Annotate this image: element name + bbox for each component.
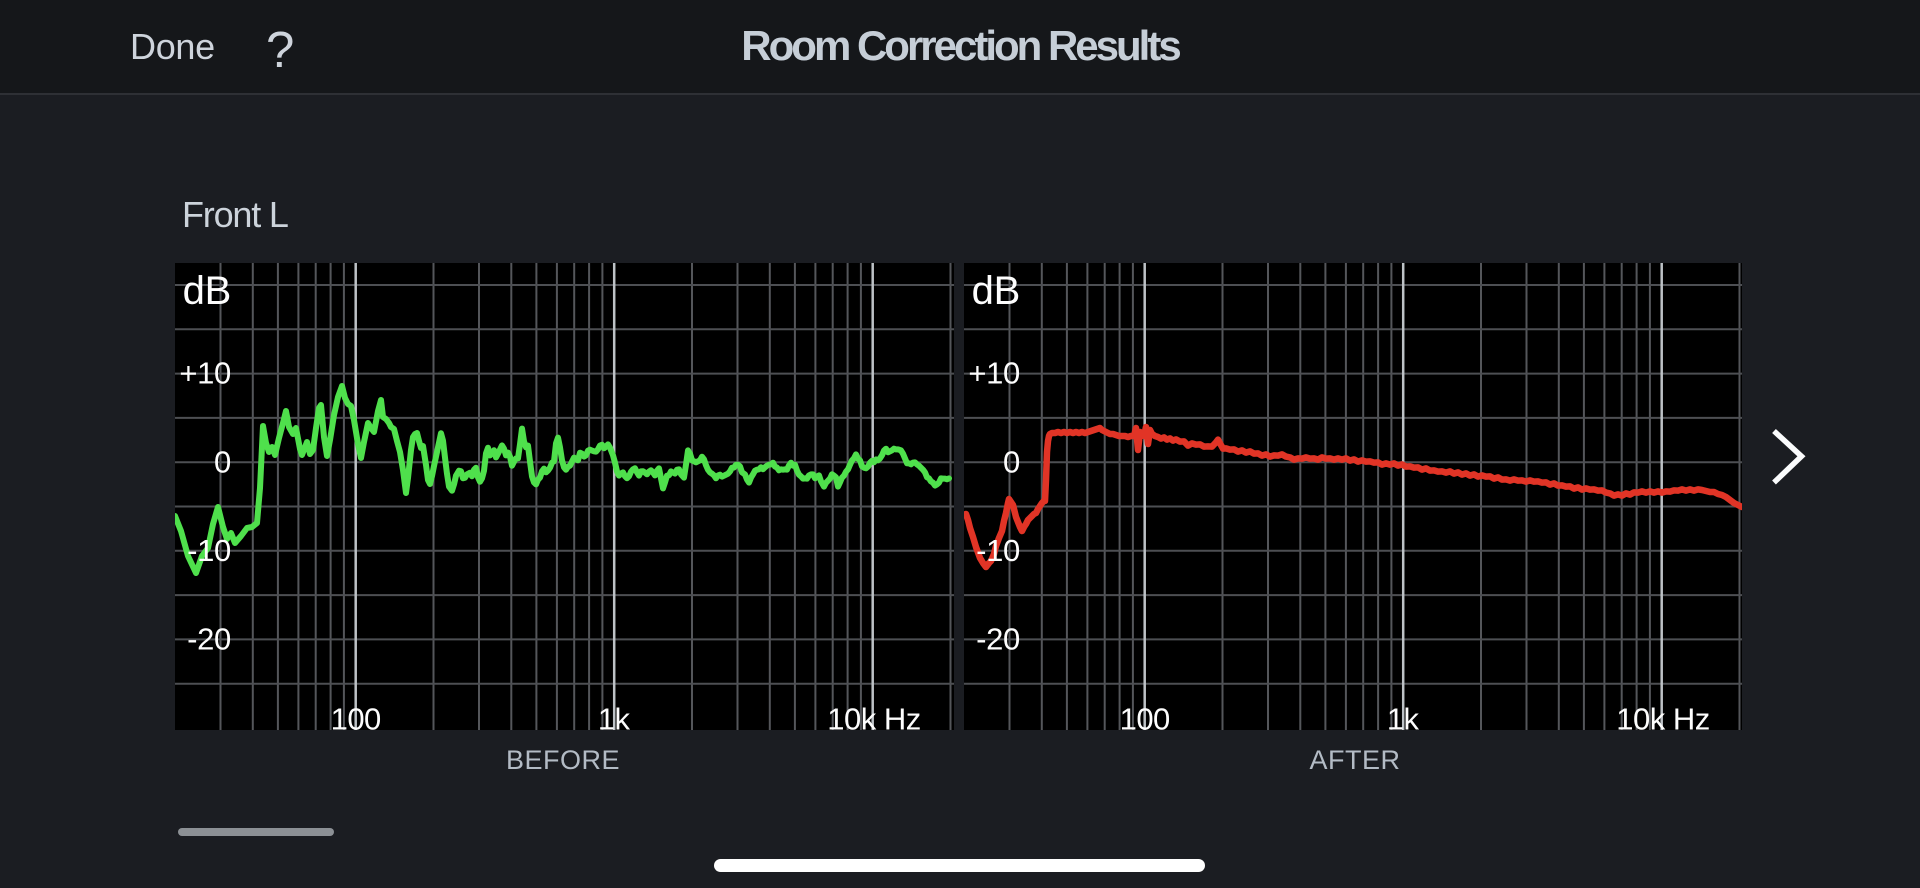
svg-text:dB: dB	[972, 269, 1020, 313]
svg-text:100: 100	[331, 702, 381, 731]
svg-text:10k Hz: 10k Hz	[1616, 702, 1709, 731]
svg-text:-20: -20	[976, 622, 1020, 657]
svg-text:1k: 1k	[598, 702, 631, 731]
svg-text:10k Hz: 10k Hz	[827, 702, 920, 731]
svg-text:-20: -20	[187, 622, 231, 657]
svg-text:0: 0	[1003, 444, 1020, 479]
svg-text:dB: dB	[183, 269, 231, 313]
svg-text:100: 100	[1120, 702, 1170, 731]
svg-text:-10: -10	[976, 533, 1020, 568]
svg-text:+10: +10	[179, 356, 231, 391]
svg-text:-10: -10	[187, 533, 231, 568]
svg-text:1k: 1k	[1387, 702, 1420, 731]
svg-text:+10: +10	[968, 356, 1020, 391]
svg-text:0: 0	[214, 444, 231, 479]
